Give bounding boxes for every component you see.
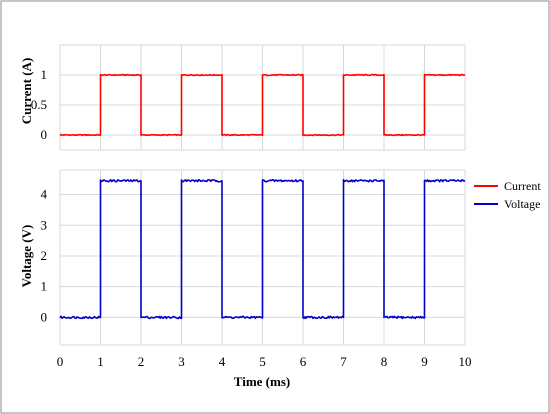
current-y-ticks: 00.51 [31, 67, 47, 142]
x-tick-label: 8 [381, 354, 388, 369]
current-y-axis-title: Current (A) [19, 58, 34, 125]
current-plot [59, 73, 466, 137]
x-tick-label: 2 [138, 354, 145, 369]
x-tick-label: 10 [459, 354, 472, 369]
voltage-y-tick-label: 3 [41, 217, 48, 232]
x-tick-label: 0 [57, 354, 64, 369]
x-tick-label: 6 [300, 354, 307, 369]
x-tick-label: 1 [97, 354, 104, 369]
legend-label-current: Current [504, 179, 541, 193]
voltage-chart: 0 1 2 3 4 0 1 2 3 4 5 6 7 8 9 10 Voltage (V) Time (ms) [19, 169, 472, 389]
voltage-y-axis-title: Voltage (V) [19, 225, 34, 288]
voltage-plot [59, 178, 466, 320]
current-y-tick-label: 0.5 [31, 97, 47, 112]
x-axis-title: Time (ms) [234, 374, 290, 389]
time-x-ticks: 0 1 2 3 4 5 6 7 8 9 10 [57, 354, 472, 369]
voltage-y-tick-label: 2 [41, 248, 48, 263]
voltage-series-line [59, 178, 466, 320]
voltage-y-tick-label: 0 [41, 309, 48, 324]
legend-item-current: Current [474, 179, 541, 193]
x-tick-label: 5 [259, 354, 266, 369]
legend-item-voltage: Voltage [474, 197, 540, 211]
x-tick-label: 3 [178, 354, 185, 369]
current-chart: 00.51 Current (A) [19, 44, 466, 151]
voltage-y-tick-label: 4 [41, 187, 48, 202]
voltage-y-tick-label: 1 [41, 279, 48, 294]
legend-label-voltage: Voltage [504, 197, 540, 211]
legend: Current Voltage [474, 179, 541, 211]
voltage-y-ticks: 0 1 2 3 4 [41, 187, 48, 325]
x-tick-label: 7 [340, 354, 347, 369]
current-y-tick-label: 0 [41, 127, 48, 142]
current-series-line [59, 73, 466, 137]
x-tick-label: 4 [219, 354, 226, 369]
x-tick-label: 9 [421, 354, 428, 369]
current-y-tick-label: 1 [41, 67, 48, 82]
